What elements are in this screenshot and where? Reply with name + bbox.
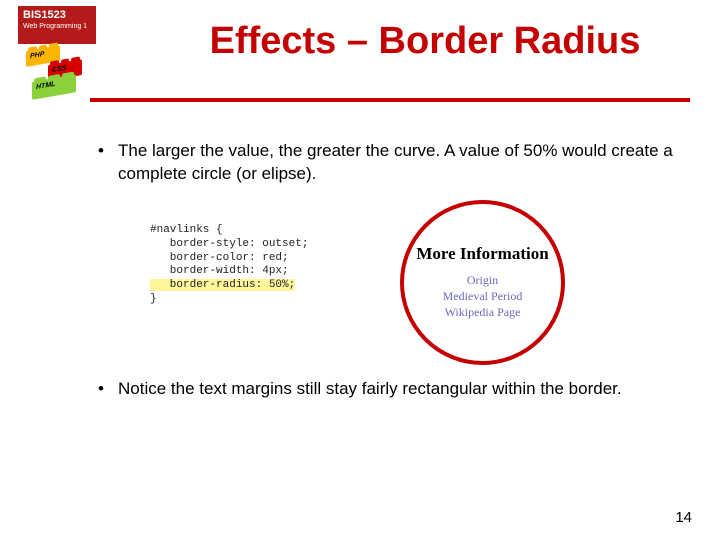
bricks-logo: PHPCSSHTML: [22, 46, 92, 106]
bullet-item: The larger the value, the greater the cu…: [90, 140, 680, 186]
brick-label: HTML: [36, 81, 55, 91]
course-code: BIS1523: [23, 9, 91, 21]
code-line: }: [150, 293, 308, 307]
bullet-item: Notice the text margins still stay fairl…: [90, 378, 680, 401]
slide-title: Effects – Border Radius: [150, 20, 700, 63]
demo-links: OriginMedieval PeriodWikipedia Page: [443, 273, 523, 320]
code-sample: #navlinks { border-style: outset; border…: [150, 224, 308, 307]
bullet-list-2: Notice the text margins still stay fairl…: [90, 378, 680, 401]
page-number: 14: [675, 509, 692, 526]
border-radius-demo: More Information OriginMedieval PeriodWi…: [400, 200, 565, 365]
code-line: border-style: outset;: [150, 238, 308, 252]
demo-heading: More Information: [416, 245, 548, 264]
course-badge: BIS1523 Web Programming 1: [18, 6, 96, 44]
demo-link[interactable]: Medieval Period: [443, 289, 523, 305]
bullet-list-1: The larger the value, the greater the cu…: [90, 140, 680, 186]
code-line: border-radius: 50%;: [150, 279, 308, 293]
code-line: #navlinks {: [150, 224, 308, 238]
demo-link[interactable]: Wikipedia Page: [443, 305, 523, 321]
code-line: border-color: red;: [150, 252, 308, 266]
code-line: border-width: 4px;: [150, 265, 308, 279]
course-subtitle: Web Programming 1: [23, 23, 91, 31]
brick-label: PHP: [30, 51, 44, 61]
title-rule: [90, 98, 690, 102]
brick: HTML: [32, 74, 76, 100]
demo-link[interactable]: Origin: [443, 273, 523, 289]
